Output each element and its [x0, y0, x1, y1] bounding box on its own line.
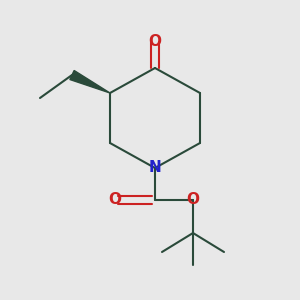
Text: O: O	[148, 34, 161, 50]
Polygon shape	[70, 70, 110, 93]
Text: N: N	[148, 160, 161, 175]
Text: O: O	[187, 193, 200, 208]
Text: O: O	[109, 193, 122, 208]
